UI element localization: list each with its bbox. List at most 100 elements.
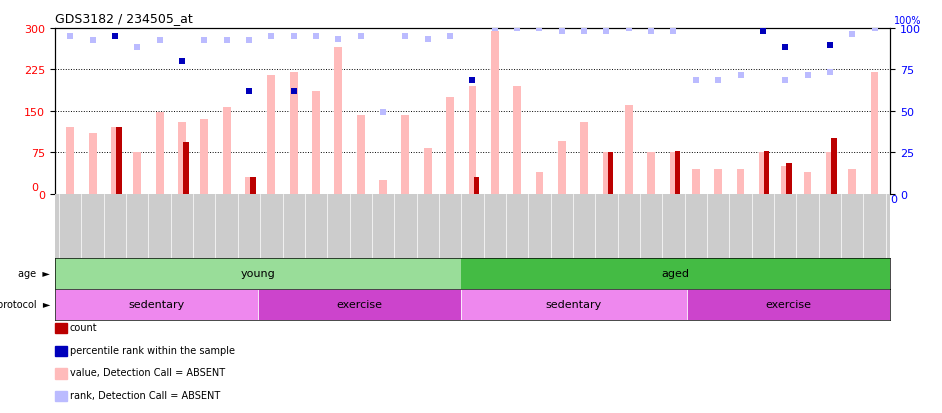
Bar [625,106,633,194]
Text: GDS3182 / 234505_at: GDS3182 / 234505_at [55,12,192,25]
Point [554,28,569,35]
Bar [251,178,255,194]
Bar [201,120,208,194]
FancyBboxPatch shape [55,289,258,320]
Bar [849,169,856,194]
Point [174,59,189,65]
Bar [290,73,298,194]
Text: 0: 0 [890,194,897,204]
Bar [603,153,610,194]
Point [689,78,704,85]
Point [778,78,793,85]
Text: value, Detection Call = ABSENT: value, Detection Call = ABSENT [70,368,225,377]
Text: exercise: exercise [766,299,812,310]
Bar [401,115,410,194]
Point [577,28,592,35]
Text: aged: aged [661,268,690,279]
Point [241,38,256,44]
Bar [535,172,544,194]
Text: percentile rank within the sample: percentile rank within the sample [70,345,235,355]
Text: 0: 0 [31,183,38,193]
Bar [558,142,566,194]
Point [622,26,637,32]
Bar [447,98,454,194]
Bar [580,123,588,194]
Point [197,38,212,44]
Point [63,34,78,40]
Bar [692,169,700,194]
Point [822,70,837,76]
Bar [474,178,479,194]
Text: sedentary: sedentary [546,299,602,310]
FancyBboxPatch shape [462,289,687,320]
Bar [870,73,879,194]
Bar [513,87,521,194]
Text: rank, Detection Call = ABSENT: rank, Detection Call = ABSENT [70,390,220,400]
Text: young: young [240,268,275,279]
Bar [670,153,677,194]
Text: count: count [70,322,97,332]
Point [286,34,301,40]
Bar [831,139,836,194]
Bar [245,178,252,194]
Bar [804,172,811,194]
Point [778,45,793,52]
Bar [183,143,188,194]
Point [264,34,279,40]
Point [510,26,525,32]
Point [845,31,860,38]
Bar [379,180,387,194]
Bar [66,128,74,194]
Text: protocol  ►: protocol ► [0,299,50,310]
Point [666,28,681,35]
Bar [468,87,477,194]
Point [755,28,771,35]
Point [465,78,480,85]
Bar [334,48,342,194]
Text: sedentary: sedentary [128,299,185,310]
Point [710,78,725,85]
Point [532,26,547,32]
Bar [134,153,141,194]
Bar [111,128,119,194]
Point [755,28,771,35]
Bar [826,153,834,194]
Point [107,34,122,40]
Point [152,38,167,44]
FancyBboxPatch shape [258,289,462,320]
Point [241,89,256,95]
Text: age  ►: age ► [18,268,50,279]
Point [487,26,502,32]
Point [867,26,882,32]
Bar [312,92,320,194]
Point [643,28,658,35]
Point [800,72,815,79]
Bar [357,115,365,194]
Point [219,38,235,44]
Bar [764,151,770,194]
Point [443,34,458,40]
Bar [155,113,164,194]
Point [465,78,480,85]
Bar [714,169,723,194]
Bar [89,133,96,194]
Point [331,37,346,43]
Text: 100%: 100% [894,16,922,26]
Bar [608,153,613,194]
Bar [178,123,186,194]
Point [599,28,614,35]
Bar [424,148,431,194]
Point [308,34,323,40]
Point [286,89,301,95]
Point [376,109,391,116]
Point [822,42,837,49]
Text: exercise: exercise [336,299,382,310]
Point [174,59,189,65]
Point [733,72,748,79]
Bar [787,164,792,194]
FancyBboxPatch shape [687,289,890,320]
Point [107,34,122,40]
Point [420,37,435,43]
Bar [116,128,122,194]
Point [398,34,413,40]
